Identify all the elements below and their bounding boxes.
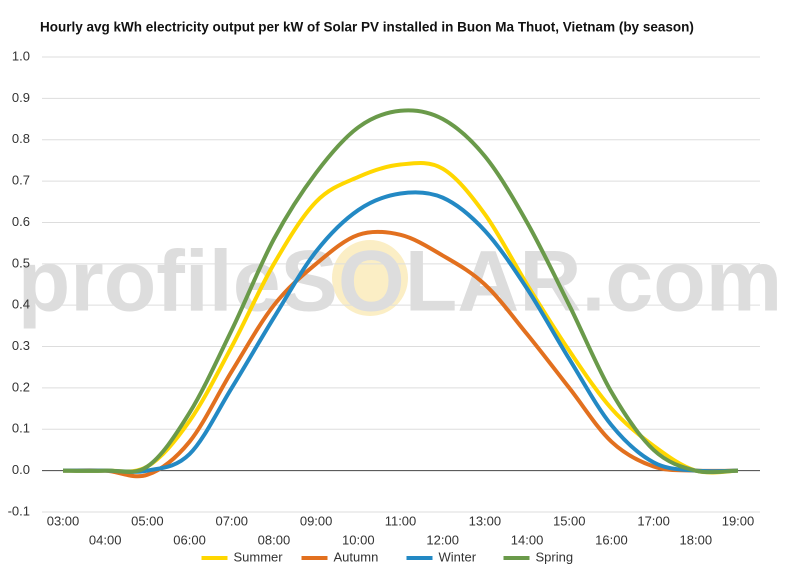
y-tick-label: 0.1 [12,421,30,436]
y-tick-label: -0.1 [8,503,30,518]
y-tick-label: 0.7 [12,173,30,188]
x-tick-label: 15:00 [553,513,586,528]
x-tick-label: 07:00 [215,513,248,528]
y-tick-label: 0.8 [12,131,30,146]
series-line [62,108,739,475]
y-tick-label: 0.9 [12,90,30,105]
series-line [62,190,739,474]
y-tick-label: 0.0 [12,462,30,477]
x-tick-label: 17:00 [637,513,670,528]
chart-title: Hourly avg kWh electricity output per kW… [40,20,694,35]
x-tick-label: 06:00 [173,532,206,547]
y-tick-label: 0.4 [12,297,30,312]
x-tick-label: 05:00 [131,513,164,528]
x-tick-label: 08:00 [258,532,291,547]
legend-label: Spring [536,549,574,564]
legend-label: Summer [234,549,284,564]
x-tick-label: 09:00 [300,513,333,528]
legend-label: Autumn [334,549,379,564]
y-tick-label: 0.5 [12,255,30,270]
x-tick-label: 13:00 [469,513,502,528]
x-tick-label: 19:00 [722,513,755,528]
y-tick-label: 0.2 [12,379,30,394]
x-tick-label: 18:00 [680,532,713,547]
y-tick-label: 0.6 [12,214,30,229]
legend-label: Winter [439,549,477,564]
series-line [62,229,739,479]
x-tick-label: 04:00 [89,532,122,547]
x-tick-label: 12:00 [426,532,459,547]
series-line [62,160,739,475]
watermark-sun [332,240,408,316]
y-tick-label: 1.0 [12,48,30,63]
watermark: profileSOLAR.com [18,234,783,330]
x-tick-label: 14:00 [511,532,544,547]
x-tick-label: 03:00 [47,513,80,528]
x-tick-label: 10:00 [342,532,375,547]
x-tick-label: 16:00 [595,532,628,547]
x-tick-label: 11:00 [385,513,417,528]
y-tick-label: 0.3 [12,338,30,353]
